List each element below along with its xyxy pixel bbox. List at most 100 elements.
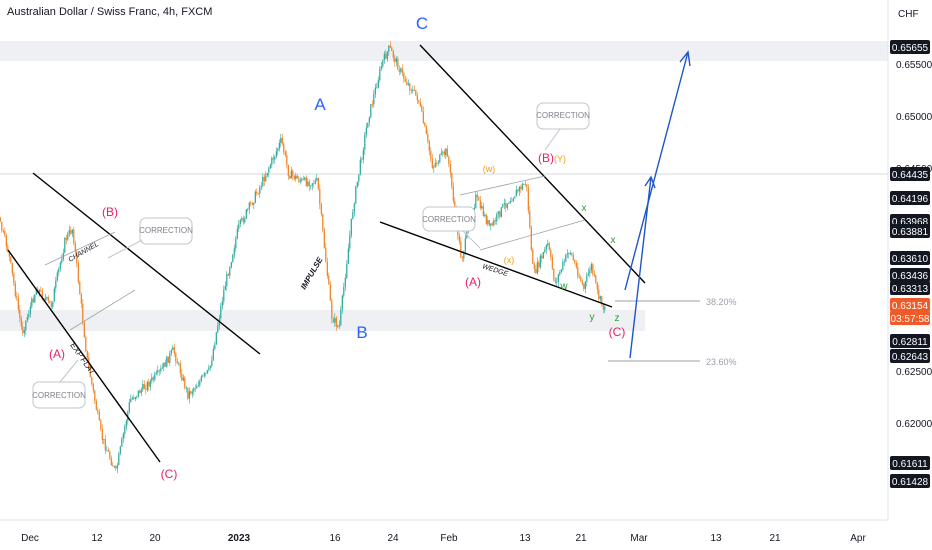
candle-body (412, 89, 414, 92)
svg-text:0.63881: 0.63881 (892, 227, 929, 238)
candle-body (508, 203, 510, 204)
candle-body (197, 385, 199, 387)
candle-body (266, 173, 268, 176)
candle-body (227, 274, 229, 276)
candle-body (325, 247, 327, 262)
candle-body (251, 202, 253, 205)
candle-body (154, 373, 156, 380)
candle-body (155, 372, 157, 374)
candle-body (575, 262, 577, 268)
trend-lines (7, 44, 646, 463)
x-tick: 2023 (228, 533, 251, 544)
candle-body (1, 221, 3, 231)
candle-body (428, 140, 430, 151)
candle-body (166, 356, 168, 367)
candle-body (55, 280, 57, 289)
candle-body (511, 201, 513, 202)
x-tick: Dec (21, 533, 39, 544)
candle-body (491, 223, 493, 226)
candle-body (206, 370, 208, 374)
candle-body (349, 235, 351, 249)
candle-body (461, 257, 463, 259)
svg-text:0.63436: 0.63436 (892, 271, 929, 282)
candle-body (283, 143, 285, 153)
candle-body (278, 142, 280, 149)
candle-body (541, 255, 543, 259)
candle-body (157, 370, 159, 373)
candle-body (292, 170, 294, 176)
candle-body (29, 306, 31, 315)
wave-label-left-c: (C) (161, 467, 178, 481)
candle-body (242, 218, 244, 223)
candle-body (403, 72, 405, 80)
candle-body (94, 390, 96, 402)
candle-body (368, 117, 370, 123)
candle-body (82, 303, 84, 323)
candle-body (145, 388, 147, 390)
candle-body (436, 163, 438, 164)
candle-body (590, 264, 592, 271)
candle-body (584, 281, 586, 289)
candle-body (67, 233, 69, 240)
candle-body (512, 198, 514, 202)
candle-body (247, 209, 249, 210)
candle-body (547, 243, 549, 246)
candle-body (485, 214, 487, 224)
candle-body (235, 238, 237, 249)
svg-text:0.64435: 0.64435 (892, 170, 929, 181)
candle-body (172, 347, 174, 350)
candle-body (275, 151, 277, 157)
candle-body (383, 53, 385, 60)
candle-body (589, 270, 591, 274)
candle-body (463, 251, 465, 259)
price-tag: 0.63154 (890, 298, 930, 312)
candle-body (604, 306, 606, 310)
candle-body (572, 255, 574, 261)
svg-text:CORRECTION: CORRECTION (536, 111, 590, 120)
candle-body (254, 191, 256, 203)
candle-body (596, 282, 598, 290)
candle-body (272, 157, 274, 160)
candle-body (478, 197, 480, 201)
candle-body (50, 303, 52, 308)
wave-label-c: C (416, 14, 428, 33)
candle-body (350, 218, 352, 236)
candle-body (109, 451, 111, 459)
svg-text:0.64196: 0.64196 (892, 194, 929, 205)
candle-body (413, 89, 415, 91)
x-tick: 21 (575, 533, 587, 544)
candle-body (79, 282, 81, 295)
candle-body (86, 350, 88, 358)
wave-label-z-green: z (615, 313, 620, 324)
candle-body (0, 217, 1, 222)
candle-body (74, 243, 76, 252)
candle-body (119, 446, 121, 454)
candle-body (188, 391, 190, 399)
candle-body (199, 381, 201, 386)
candle-body (169, 353, 171, 363)
candle-body (563, 261, 565, 263)
candle-body (223, 289, 225, 302)
candle-body (17, 297, 19, 310)
candle-body (280, 137, 282, 143)
candle-body (445, 148, 447, 156)
candle-body (475, 194, 477, 208)
candle-body (41, 290, 43, 299)
candle-body (373, 94, 375, 105)
svg-text:0.62643: 0.62643 (892, 352, 929, 363)
candle-body (404, 79, 406, 82)
candle-body (16, 296, 18, 298)
candle-body (85, 337, 87, 351)
candle-body (418, 100, 420, 103)
candle-body (335, 317, 337, 327)
candle-body (152, 377, 154, 380)
candle-body (113, 466, 115, 468)
candle-body (427, 133, 429, 141)
candle-body (449, 164, 451, 173)
candle-body (433, 166, 435, 168)
candle-body (494, 220, 496, 222)
candle-body (301, 178, 303, 181)
candle-body (529, 210, 531, 228)
wave-label-x-green-1: x (582, 203, 587, 214)
